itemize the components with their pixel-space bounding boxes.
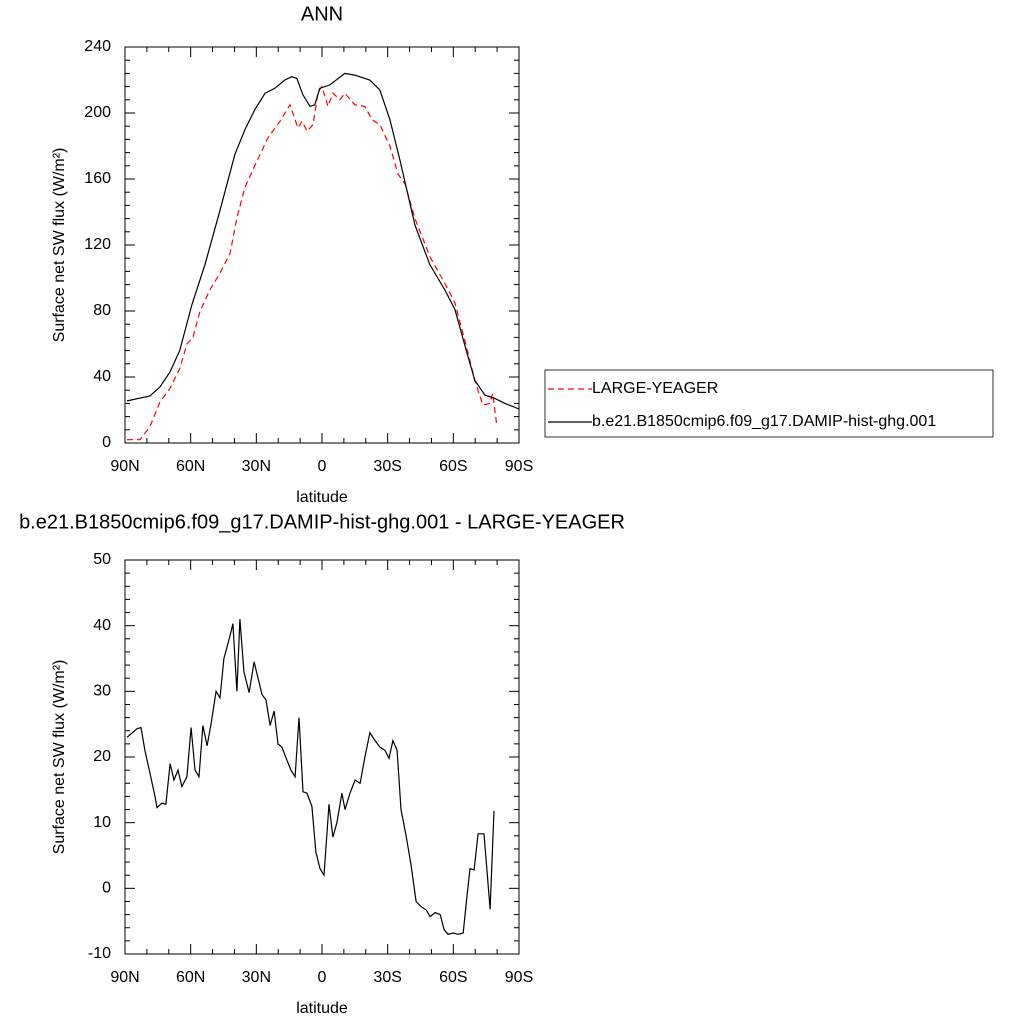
y-tick-label: 200 — [84, 104, 111, 121]
x-tick-label: 90N — [110, 969, 139, 986]
y-tick-label: 0 — [102, 434, 111, 451]
x-tick-label: 0 — [318, 969, 327, 986]
y-tick-label: -10 — [88, 945, 111, 962]
chart-title: b.e21.B1850cmip6.f09_g17.DAMIP-hist-ghg.… — [19, 511, 625, 533]
legend-label: LARGE-YEAGER — [592, 380, 718, 397]
y-axis-title: Surface net SW flux (W/m²) — [51, 148, 68, 343]
data-line — [127, 85, 498, 441]
x-tick-label: 30S — [373, 458, 401, 475]
x-axis-title: latitude — [296, 1000, 348, 1017]
x-axis-title: latitude — [296, 489, 348, 506]
y-tick-label: 40 — [93, 617, 111, 634]
data-line — [126, 72, 520, 410]
x-tick-label: 30N — [242, 458, 271, 475]
y-tick-label: 40 — [93, 368, 111, 385]
x-tick-label: 60S — [439, 969, 467, 986]
y-tick-label: 20 — [93, 748, 111, 765]
x-tick-label: 60N — [176, 458, 205, 475]
plot-frame — [124, 559, 520, 955]
y-tick-label: 120 — [84, 236, 111, 253]
y-tick-label: 0 — [102, 880, 111, 897]
y-tick-label: 30 — [93, 683, 111, 700]
chart-title: ANN — [301, 3, 343, 25]
x-tick-label: 30S — [373, 969, 401, 986]
legend-label: b.e21.B1850cmip6.f09_g17.DAMIP-hist-ghg.… — [592, 413, 936, 430]
y-tick-label: 50 — [93, 551, 111, 568]
legend-box — [544, 369, 994, 438]
data-line — [126, 619, 495, 935]
y-tick-label: 240 — [84, 38, 111, 55]
x-tick-label: 60S — [439, 458, 467, 475]
x-tick-label: 90S — [505, 969, 533, 986]
x-tick-label: 0 — [318, 458, 327, 475]
x-tick-label: 90N — [110, 458, 139, 475]
y-tick-label: 160 — [84, 170, 111, 187]
y-tick-label: 80 — [93, 302, 111, 319]
y-tick-label: 10 — [93, 814, 111, 831]
x-tick-label: 60N — [176, 969, 205, 986]
y-axis-title: Surface net SW flux (W/m²) — [51, 660, 68, 855]
x-tick-label: 90S — [505, 458, 533, 475]
x-tick-label: 30N — [242, 969, 271, 986]
plot-frame — [124, 46, 520, 444]
